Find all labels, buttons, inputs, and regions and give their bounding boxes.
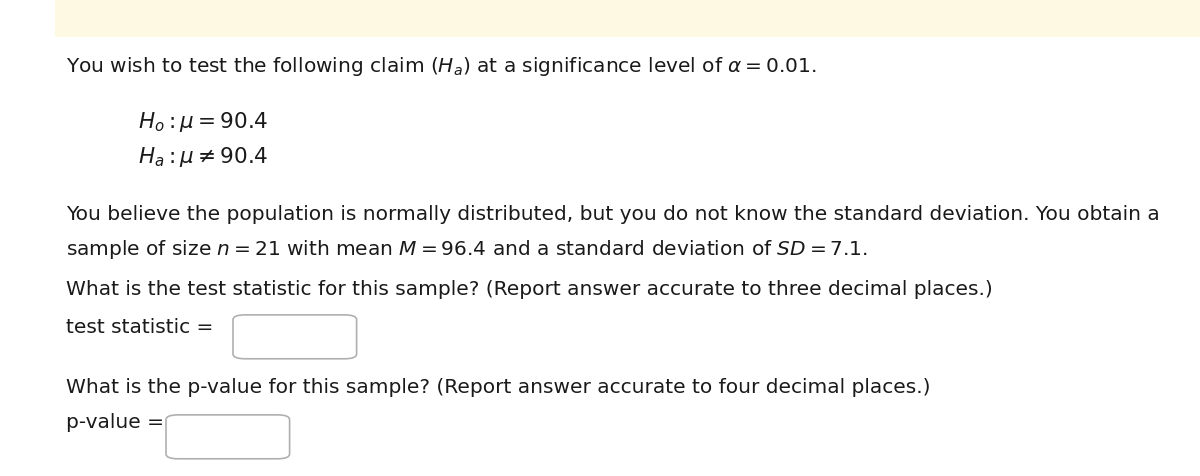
FancyBboxPatch shape (166, 415, 289, 459)
Text: You believe the population is normally distributed, but you do not know the stan: You believe the population is normally d… (66, 205, 1159, 224)
Text: sample of size $\mathit{n} = 21$ with mean $\mathit{M} = 96.4$ and a standard de: sample of size $\mathit{n} = 21$ with me… (66, 238, 868, 260)
Text: What is the test statistic for this sample? (Report answer accurate to three dec: What is the test statistic for this samp… (66, 279, 992, 298)
Text: $\mathit{H_o}:\mu = 90.4$: $\mathit{H_o}:\mu = 90.4$ (138, 110, 269, 134)
Text: What is the p-value for this sample? (Report answer accurate to four decimal pla: What is the p-value for this sample? (Re… (66, 377, 930, 396)
Text: p-value =: p-value = (66, 412, 164, 431)
FancyBboxPatch shape (55, 0, 1200, 38)
Text: You wish to test the following claim ($\mathit{H_a}$) at a significance level of: You wish to test the following claim ($\… (66, 55, 817, 78)
Text: test statistic =: test statistic = (66, 317, 214, 336)
Text: $\mathit{H_a}:\mu \neq 90.4$: $\mathit{H_a}:\mu \neq 90.4$ (138, 145, 269, 169)
FancyBboxPatch shape (233, 315, 356, 359)
